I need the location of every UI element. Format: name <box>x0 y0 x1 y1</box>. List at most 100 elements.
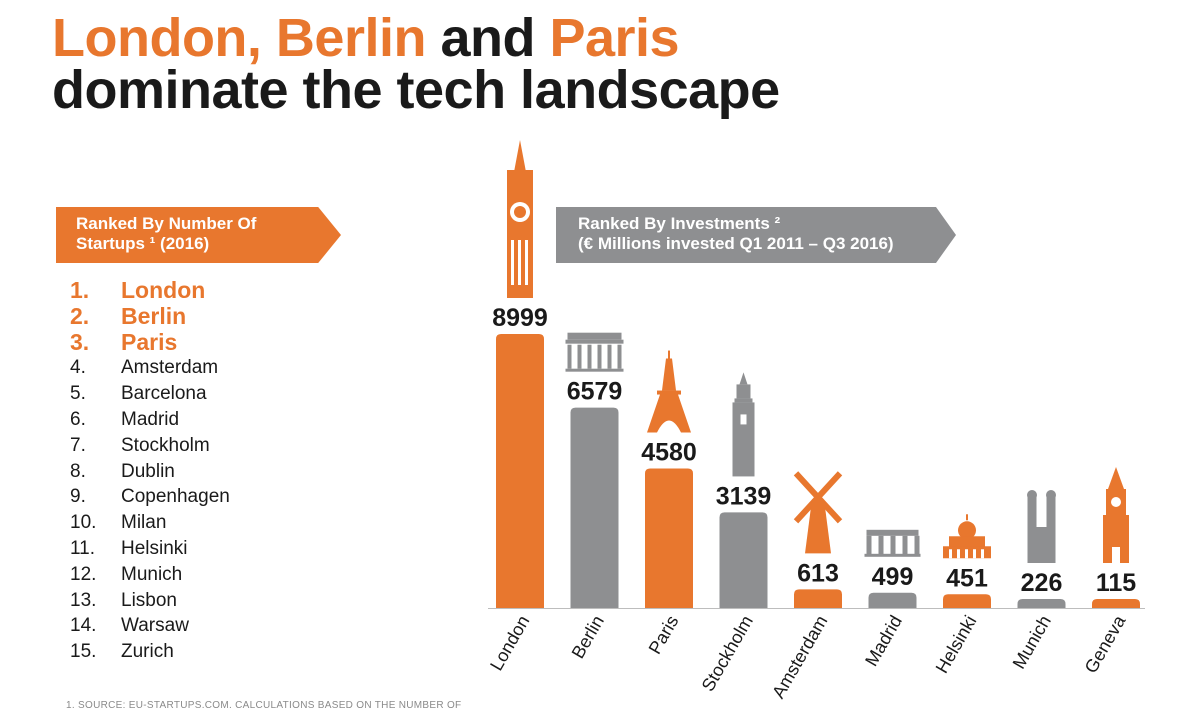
ranking-item: 12. Munich <box>70 562 230 588</box>
ranking-item: 1. London <box>70 277 230 304</box>
bar-group: 8999 London <box>486 140 548 674</box>
ranking-number: 14. <box>70 615 97 637</box>
ranking-item: 5. Barcelona <box>70 381 230 407</box>
bar <box>794 589 842 608</box>
data-label: 226 <box>1021 569 1063 597</box>
startups-ranking-banner: Ranked By Number Of Startups ¹ (2016) <box>56 207 341 263</box>
data-label: 613 <box>797 559 839 587</box>
data-label: 115 <box>1096 569 1136 597</box>
windmill-icon <box>793 471 843 554</box>
title-paris: Paris <box>549 8 680 68</box>
ranking-item: 10. Milan <box>70 510 230 536</box>
frauenkirche-icon <box>1027 490 1056 563</box>
ranking-city: Stockholm <box>121 434 210 456</box>
helsinki-cathedral-icon <box>943 514 991 559</box>
ranking-item: 3. Paris <box>70 328 230 356</box>
data-label: 8999 <box>492 304 548 332</box>
ranking-city: Madrid <box>121 408 180 430</box>
stockholm-tower-icon <box>732 372 755 477</box>
title-line-2: dominate the tech landscape <box>52 60 780 120</box>
ranking-item: 15. Zurich <box>70 639 230 665</box>
ranking-item: 13. Lisbon <box>70 588 230 614</box>
ranking-number: 10. <box>70 512 97 534</box>
title-and: and <box>425 8 550 68</box>
bar-group: 499 Madrid <box>861 529 921 670</box>
title-line-1: London, Berlin and Paris <box>52 11 780 65</box>
ranking-number: 3. <box>70 328 90 355</box>
investments-ranking-banner: Ranked By Investments ² (€ Millions inve… <box>556 207 956 263</box>
category-label: Geneva <box>1081 611 1130 676</box>
bar <box>943 594 991 608</box>
ranking-item: 8. Dublin <box>70 459 230 485</box>
ranking-number: 1. <box>70 277 90 303</box>
category-label: Helsinki <box>932 612 981 677</box>
eiffel-tower-icon <box>647 350 691 433</box>
startups-banner-line-1: Ranked By Number Of <box>76 214 257 233</box>
geneva-tower-icon <box>1103 467 1129 563</box>
ranking-number: 8. <box>70 460 86 482</box>
category-label: Munich <box>1009 612 1055 672</box>
data-label: 499 <box>872 563 914 591</box>
ranking-city: Zurich <box>121 641 174 663</box>
bar <box>1092 599 1140 608</box>
ranking-item: 2. Berlin <box>70 302 230 330</box>
category-label: Paris <box>645 612 683 658</box>
ranking-number: 4. <box>70 357 86 379</box>
ranking-city: London <box>121 277 206 303</box>
category-label: Madrid <box>861 612 906 670</box>
ranking-city: Milan <box>121 512 167 534</box>
ranking-number: 7. <box>70 434 86 456</box>
ranking-item: 7. Stockholm <box>70 433 230 459</box>
ranking-item: 9. Copenhagen <box>70 484 230 510</box>
ranking-city: Munich <box>121 563 183 585</box>
bar <box>868 592 917 608</box>
ranking-city: Dublin <box>121 460 175 482</box>
startups-banner-line-2: Startups ¹ (2016) <box>76 234 210 253</box>
bar-group: 226 Munich <box>1009 490 1066 672</box>
data-label: 451 <box>946 564 988 592</box>
ranking-city: Barcelona <box>121 383 207 405</box>
category-label: London <box>486 612 533 674</box>
bar <box>1017 599 1066 608</box>
ranking-number: 12. <box>70 563 97 585</box>
ranking-city: Copenhagen <box>121 486 230 508</box>
bar <box>719 512 768 608</box>
ranking-city: Warsaw <box>121 615 189 637</box>
title-cities: London, Berlin <box>52 8 426 68</box>
ranking-city: Lisbon <box>121 589 177 611</box>
alcala-gate-icon <box>864 529 921 557</box>
investments-banner-line-2: (€ Millions invested Q1 2011 – Q3 2016) <box>578 234 894 253</box>
investments-banner-line-1: Ranked By Investments ² <box>578 214 781 233</box>
ranking-number: 6. <box>70 408 86 430</box>
bar <box>496 334 544 608</box>
data-label: 6579 <box>567 378 623 406</box>
ranking-number: 15. <box>70 641 97 663</box>
category-label: Stockholm <box>698 612 757 695</box>
page-title: London, Berlin and Paris dominate the te… <box>52 11 780 120</box>
ranking-number: 13. <box>70 589 97 611</box>
data-label: 3139 <box>716 482 772 510</box>
ranking-number: 11. <box>70 537 96 559</box>
ranking-number: 2. <box>70 302 90 329</box>
bar-group: 451 Helsinki <box>932 514 991 677</box>
category-label: Berlin <box>568 612 608 662</box>
ranking-item: 14. Warsaw <box>70 613 230 639</box>
bar-group: 3139 Stockholm <box>698 372 772 695</box>
bar <box>570 407 619 608</box>
ranking-city: Paris <box>121 328 178 355</box>
ranking-city: Helsinki <box>121 537 188 559</box>
bar <box>645 468 693 608</box>
ranking-number: 5. <box>70 383 86 405</box>
bar-group: 6579 Berlin <box>565 332 624 662</box>
big-ben-icon <box>507 140 533 298</box>
ranking-item: 4. Amsterdam <box>70 355 230 381</box>
ranking-city: Berlin <box>121 302 187 329</box>
ranking-city: Amsterdam <box>121 357 219 379</box>
brandenburg-gate-icon <box>565 332 624 372</box>
ranking-number: 9. <box>70 486 86 508</box>
bar-group: 115 Geneva <box>1081 467 1140 677</box>
category-label: Amsterdam <box>768 612 831 702</box>
ranking-item: 11. Helsinki <box>70 536 230 562</box>
startup-ranking-list: 1. London 2. Berlin 3. Paris 4. Amsterdam 5. Barc… <box>70 277 230 665</box>
